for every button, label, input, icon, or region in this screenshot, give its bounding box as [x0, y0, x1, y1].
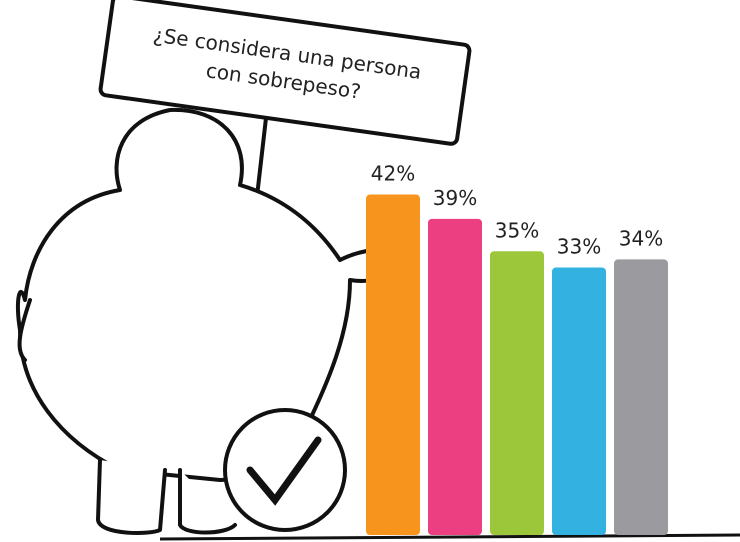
- bar: [490, 251, 544, 535]
- value-label: 35%: [495, 218, 539, 242]
- bar: [366, 194, 420, 535]
- figure: [15, 107, 398, 535]
- check-circle: [223, 408, 347, 532]
- sign-board: [98, 0, 472, 146]
- value-label: 42%: [371, 162, 415, 186]
- baseline: [159, 533, 740, 541]
- bar: [428, 218, 482, 535]
- bar: [614, 259, 668, 535]
- body: [15, 107, 398, 482]
- sign: ¿Se considera una persona con sobrepeso?: [98, 0, 472, 146]
- arm: [17, 298, 32, 362]
- value-label: 34%: [619, 226, 663, 250]
- right-leg: [178, 468, 237, 535]
- value-label: 39%: [433, 186, 477, 210]
- value-label: 33%: [557, 235, 601, 259]
- check-mark: [246, 436, 322, 506]
- left-leg: [96, 458, 167, 535]
- bar: [552, 267, 606, 535]
